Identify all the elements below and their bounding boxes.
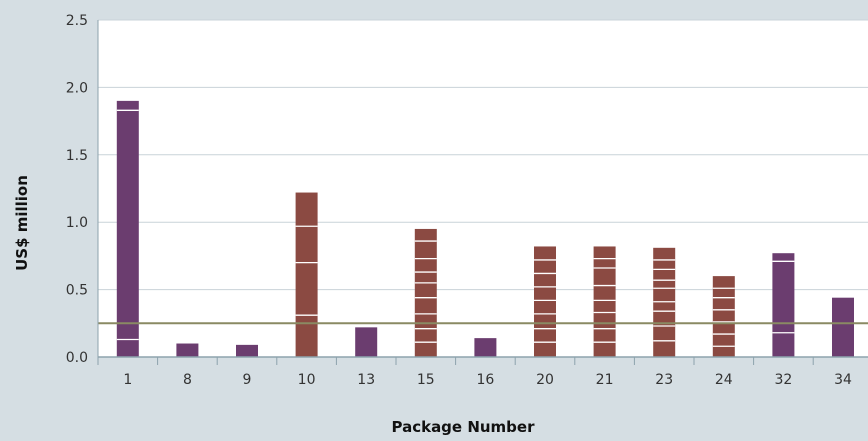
bar xyxy=(414,228,437,357)
gridlines xyxy=(98,19,868,291)
x-tick-label: 24 xyxy=(715,372,733,388)
y-tick-label: 2.0 xyxy=(66,80,88,96)
y-tick-label: 1.0 xyxy=(66,215,88,231)
bar xyxy=(653,247,676,357)
x-tick-label: 20 xyxy=(536,372,554,388)
x-tick-label: 10 xyxy=(298,372,316,388)
x-tick-labels: 1 8 9 10 13 15 16 20 21 23 24 32 34 xyxy=(123,372,852,388)
bar xyxy=(236,344,258,357)
x-tick-label: 34 xyxy=(834,372,852,388)
bar xyxy=(712,276,735,357)
x-axis-title: Package Number xyxy=(391,418,535,436)
y-tick-labels: 0.0 0.5 1.0 1.5 2.0 2.5 xyxy=(66,13,88,366)
x-tick-label: 15 xyxy=(417,372,435,388)
bar xyxy=(355,327,378,357)
axes xyxy=(97,20,868,365)
x-tick-label: 23 xyxy=(655,372,673,388)
x-tick-label: 13 xyxy=(357,372,375,388)
bar xyxy=(474,338,497,357)
plot-area xyxy=(98,20,868,357)
x-tick-label: 9 xyxy=(243,372,252,388)
bar xyxy=(116,100,139,357)
bar xyxy=(832,297,854,357)
bar xyxy=(593,246,616,357)
y-tick-label: 1.5 xyxy=(66,148,88,164)
bars xyxy=(116,100,854,357)
y-axis-title: US$ million xyxy=(13,175,31,271)
x-tick-label: 32 xyxy=(774,372,792,388)
x-tick-label: 16 xyxy=(476,372,494,388)
x-tick-label: 8 xyxy=(183,372,192,388)
x-tick-label: 1 xyxy=(123,372,132,388)
bar xyxy=(176,343,199,357)
bar xyxy=(295,192,318,357)
bar xyxy=(772,253,795,357)
y-tick-label: 2.5 xyxy=(66,13,88,29)
y-tick-label: 0.5 xyxy=(66,283,88,299)
x-tick-label: 21 xyxy=(596,372,614,388)
bar xyxy=(534,246,556,357)
y-tick-label: 0.0 xyxy=(66,350,88,366)
